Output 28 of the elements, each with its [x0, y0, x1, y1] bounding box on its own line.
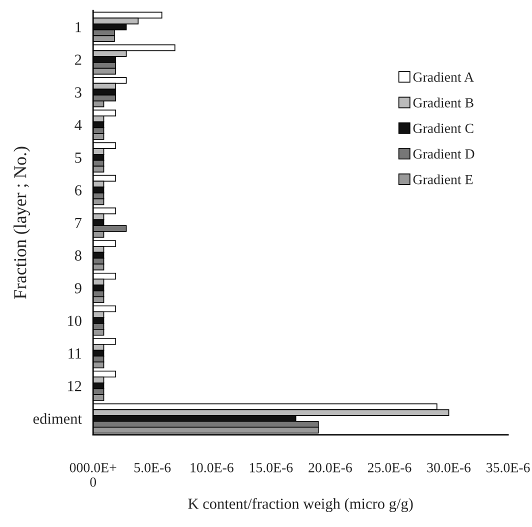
y-tick-label: ediment — [33, 413, 82, 424]
x-tick-label: 25.0E-6 — [368, 462, 412, 472]
legend-label: Gradient C — [413, 123, 474, 134]
y-tick-label: 6 — [75, 185, 82, 196]
x-tick-label: 5.0E-6 — [134, 462, 171, 472]
x-tick-label: 20.0E-6 — [308, 462, 352, 472]
y-tick-label: 3 — [75, 87, 82, 98]
legend-label: Gradient A — [413, 72, 474, 82]
y-tick-label: 5 — [75, 152, 82, 163]
x-tick-label: 30.0E-6 — [427, 462, 471, 472]
y-tick-label: 11 — [68, 348, 82, 358]
legend-label: Gradient E — [413, 174, 473, 184]
x-axis-title: K content/fraction weigh (micro g/g) — [188, 498, 413, 512]
y-tick-label: 8 — [74, 250, 82, 261]
y-tick-label: 9 — [74, 283, 82, 294]
legend-label: Gradient B — [413, 98, 474, 108]
y-axis-title: Fraction (layer ; No.) — [14, 146, 30, 299]
y-tick-label: 12 — [68, 381, 82, 392]
y-tick-label: 4 — [74, 120, 82, 130]
y-tick-label: 1 — [76, 22, 82, 32]
x-tick-label: 35.0E-6 — [486, 462, 530, 472]
y-tick-label: 2 — [75, 54, 82, 65]
x-tick-label: 000.0E+ 0 — [70, 462, 116, 487]
legend-label: Gradient D — [413, 148, 474, 159]
y-tick-label: 10 — [68, 316, 82, 326]
y-tick-label: 7 — [75, 218, 82, 228]
x-tick-label: 15.0E-6 — [250, 462, 293, 472]
x-tick-label: 10.0E-6 — [190, 462, 234, 472]
